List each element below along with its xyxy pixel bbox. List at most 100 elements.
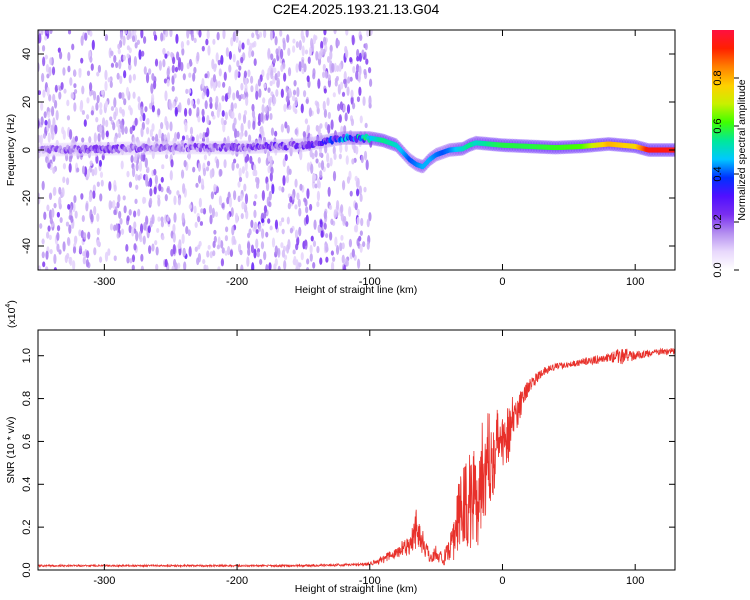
colorbar-tick-label: 0.6 (712, 118, 724, 133)
noise-speck (133, 56, 137, 67)
noise-speck (107, 77, 111, 83)
noise-speck (126, 53, 130, 59)
noise-speck (305, 98, 309, 104)
figure-title: C2E4.2025.193.21.13.G04 (273, 1, 440, 17)
noise-speck (99, 108, 103, 115)
noise-speck (177, 262, 181, 269)
noise-speck (92, 90, 97, 101)
noise-speck (116, 232, 120, 239)
noise-speck (233, 190, 237, 201)
noise-speck (223, 71, 227, 81)
noise-speck (105, 119, 109, 128)
noise-speck (330, 119, 334, 130)
noise-speck (265, 231, 269, 238)
noise-speck (53, 186, 57, 196)
noise-speck (310, 37, 314, 49)
snr-ylabel: SNR (10 * v/v) (5, 416, 17, 483)
noise-speck (239, 132, 243, 140)
noise-speck (164, 115, 168, 126)
noise-speck (244, 193, 249, 205)
noise-speck (312, 68, 316, 77)
noise-speck (220, 240, 224, 249)
snr-ytick-label: 0.6 (21, 434, 33, 449)
noise-speck (318, 145, 323, 153)
noise-speck (117, 194, 121, 203)
noise-speck (238, 40, 242, 50)
noise-speck (145, 176, 149, 187)
noise-speck (242, 113, 247, 125)
noise-speck (278, 221, 283, 227)
noise-speck (162, 58, 166, 68)
noise-speck (44, 119, 48, 126)
noise-speck (38, 196, 41, 205)
noise-speck (209, 102, 213, 110)
noise-speck (325, 233, 329, 239)
noise-speck (348, 206, 352, 217)
noise-speck (358, 235, 362, 242)
noise-speck (196, 106, 200, 118)
noise-speck (253, 209, 257, 219)
noise-speck (283, 72, 287, 82)
noise-speck (38, 30, 41, 35)
noise-speck (124, 30, 128, 35)
noise-speck (144, 106, 148, 113)
noise-speck (153, 34, 158, 41)
noise-speck (113, 184, 117, 192)
noise-speck (115, 223, 119, 231)
noise-speck (90, 213, 94, 223)
noise-speck (224, 250, 228, 256)
noise-speck (281, 228, 285, 235)
noise-speck (58, 91, 62, 100)
noise-speck (272, 75, 276, 85)
noise-speck (212, 250, 216, 257)
noise-speck (279, 30, 283, 37)
noise-speck (176, 190, 180, 196)
noise-speck (144, 157, 148, 168)
noise-speck (354, 223, 359, 233)
noise-speck (73, 83, 77, 89)
noise-speck (221, 202, 225, 209)
noise-speck (52, 93, 56, 103)
noise-speck (56, 225, 61, 232)
noise-speck (81, 110, 85, 115)
noise-speck (336, 199, 340, 210)
noise-speck (356, 177, 360, 188)
noise-speck (149, 188, 153, 197)
noise-speck (119, 31, 124, 40)
noise-speck (359, 244, 363, 253)
noise-speck (160, 122, 164, 130)
noise-speck (98, 256, 103, 263)
noise-speck (71, 43, 75, 51)
noise-speck (45, 63, 50, 73)
noise-speck (151, 136, 155, 142)
noise-speck (246, 38, 250, 46)
noise-speck (166, 67, 170, 78)
noise-speck (96, 71, 100, 77)
noise-speck (172, 100, 176, 109)
noise-speck (73, 102, 77, 112)
noise-speck (360, 217, 364, 227)
noise-speck (238, 176, 243, 183)
noise-speck (230, 37, 234, 47)
noise-speck (253, 58, 257, 67)
noise-speck (326, 55, 331, 63)
noise-speck (304, 118, 308, 124)
noise-speck (151, 73, 155, 81)
noise-speck (217, 266, 221, 270)
noise-speck (253, 248, 257, 259)
noise-speck (269, 225, 273, 231)
noise-speck (181, 135, 186, 141)
noise-speck (210, 191, 214, 200)
noise-speck (319, 219, 323, 228)
noise-speck (198, 30, 202, 38)
noise-speck (333, 62, 337, 73)
noise-speck (95, 102, 99, 111)
noise-speck (131, 226, 135, 237)
noise-speck (362, 241, 366, 248)
noise-speck (107, 248, 111, 256)
colorbar-tick-label: 0.0 (712, 262, 724, 277)
snr-frame (37, 329, 676, 571)
noise-speck (323, 108, 328, 118)
noise-speck (239, 249, 243, 256)
noise-speck (86, 250, 90, 259)
